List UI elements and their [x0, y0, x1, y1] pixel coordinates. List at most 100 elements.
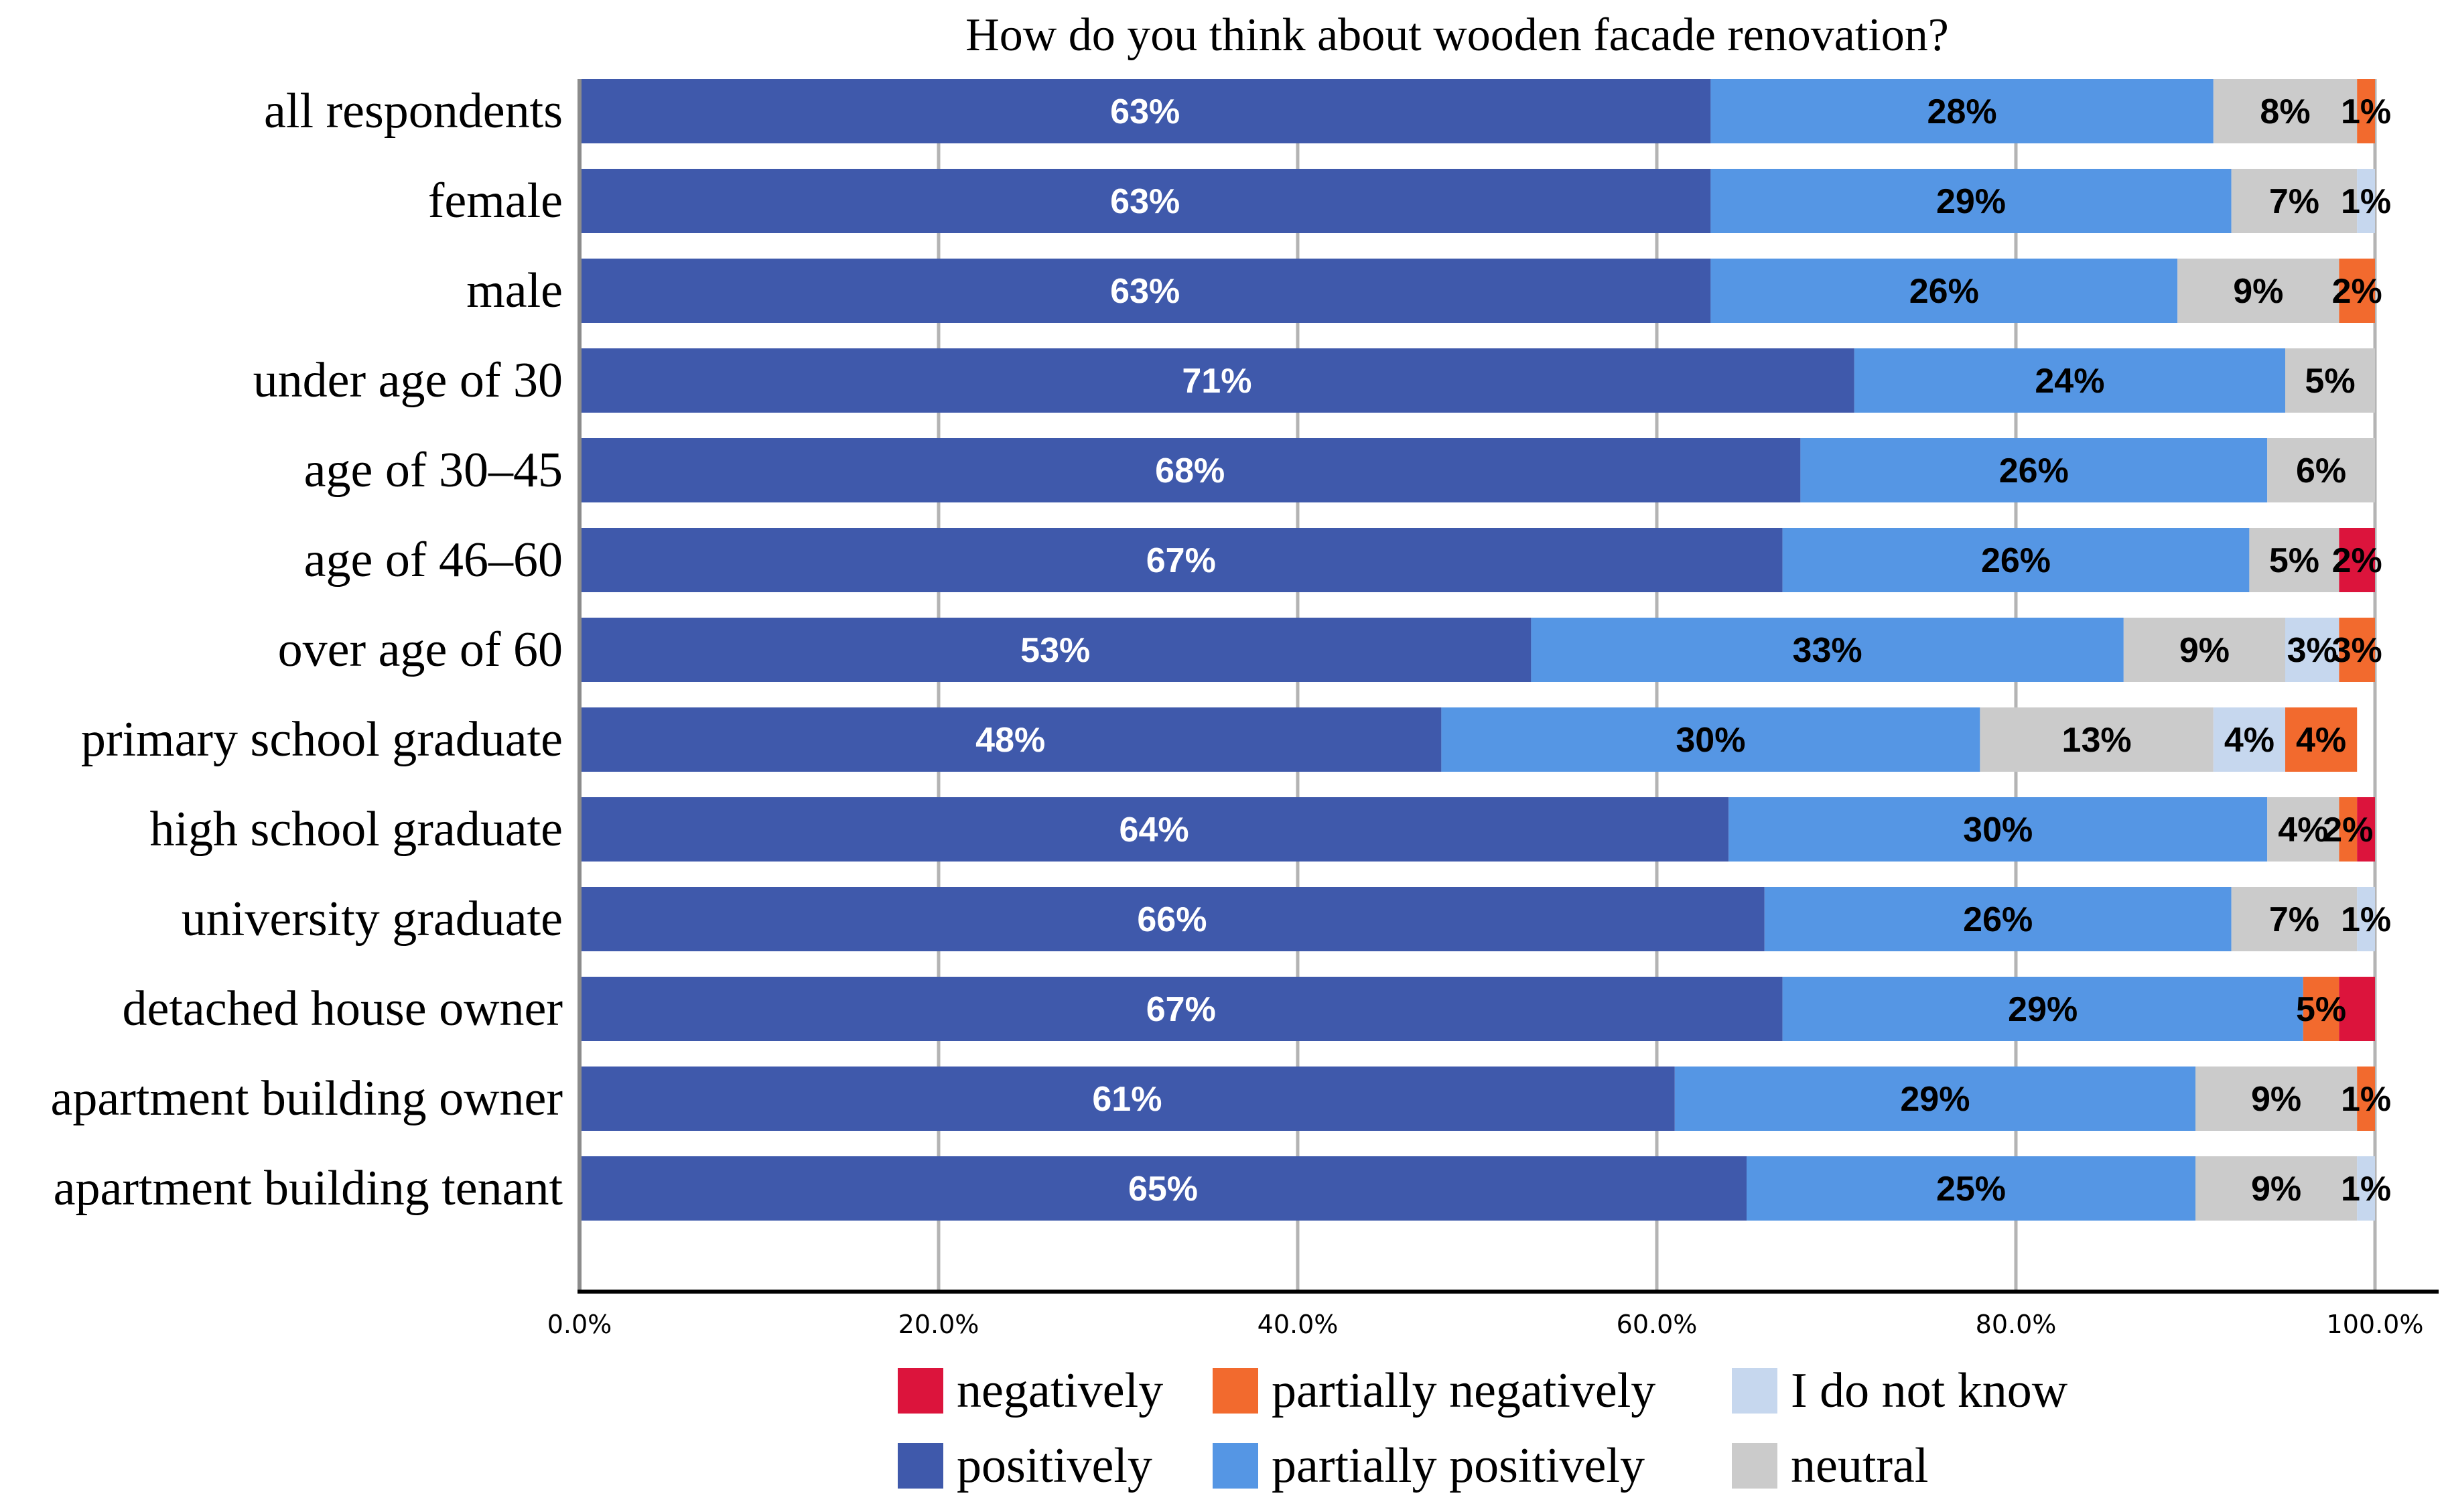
data-label: 66%	[1137, 900, 1207, 939]
data-label: 1%	[2341, 900, 2391, 939]
bar-positively-university-graduate	[580, 887, 1765, 951]
bar-positively-detached-house-owner	[580, 977, 1783, 1041]
category-label-apartment-building-owner: apartment building owner	[51, 1071, 563, 1126]
bar-partially-positively-age-of-30-45	[1800, 438, 2268, 502]
category-label-detached-house-owner: detached house owner	[122, 981, 563, 1036]
data-label: 9%	[2251, 1080, 2301, 1119]
data-label: 28%	[1927, 92, 1997, 131]
data-label: 33%	[1793, 631, 1862, 670]
bar-i-do-not-know-female	[2357, 169, 2375, 233]
data-label: 6%	[2296, 452, 2346, 490]
data-label: 1%	[2341, 1080, 2391, 1119]
legend-swatch-i-do-not-know	[1732, 1368, 1777, 1414]
bar-partially-positively-over-age-of-60	[1531, 618, 2124, 682]
bar-partially-positively-apartment-building-tenant	[1747, 1156, 2195, 1221]
category-label-apartment-building-tenant: apartment building tenant	[54, 1161, 563, 1216]
data-label: 63%	[1110, 272, 1180, 311]
bar-neutral-all-respondents	[2213, 79, 2358, 143]
data-label: 68%	[1155, 452, 1225, 490]
legend-label-neutral: neutral	[1791, 1438, 1928, 1493]
data-label: 4%	[2278, 811, 2328, 849]
data-label: 9%	[2179, 631, 2230, 670]
category-label-under-age-of-30: under age of 30	[253, 353, 563, 408]
bar-partially-negatively-apartment-building-owner	[2357, 1067, 2375, 1131]
category-label-all-respondents: all respondents	[264, 84, 563, 139]
bar-neutral-age-of-30-45	[2267, 438, 2375, 502]
data-label: 1%	[2341, 182, 2391, 221]
data-label: 29%	[1936, 182, 2006, 221]
data-label: 64%	[1119, 811, 1189, 849]
bar-partially-negatively-all-respondents	[2357, 79, 2375, 143]
data-label: 2%	[2332, 272, 2382, 311]
bar-negatively-detached-house-owner	[2339, 977, 2375, 1041]
legend-label-positively: positively	[957, 1438, 1152, 1493]
bar-neutral-apartment-building-owner	[2195, 1067, 2358, 1131]
bar-partially-positively-apartment-building-owner	[1674, 1067, 2195, 1131]
data-label: 7%	[2269, 182, 2319, 221]
bar-partially-positively-university-graduate	[1764, 887, 2232, 951]
data-label: 30%	[1676, 721, 1745, 760]
bar-neutral-university-graduate	[2231, 887, 2358, 951]
data-label: 26%	[1909, 272, 1979, 311]
chart-title: How do you think about wooden facade ren…	[965, 9, 1949, 61]
bar-partially-positively-male	[1710, 259, 2178, 323]
bar-partially-positively-age-of-46-60	[1782, 528, 2250, 592]
bar-neutral-male	[2177, 259, 2339, 323]
bar-positively-male	[580, 259, 1711, 323]
data-label: 29%	[1900, 1080, 1970, 1119]
bar-neutral-apartment-building-tenant	[2195, 1156, 2358, 1221]
bar-positively-all-respondents	[580, 79, 1711, 143]
category-label-age-of-46-60: age of 46–60	[304, 533, 563, 588]
data-label: 2%	[2323, 811, 2373, 849]
data-label: 65%	[1128, 1170, 1198, 1209]
bar-neutral-under-age-of-30	[2285, 348, 2375, 413]
bar-i-do-not-know-university-graduate	[2357, 887, 2375, 951]
data-label: 30%	[1963, 811, 2033, 849]
legend-label-partially-positively: partially positively	[1272, 1438, 1645, 1493]
bar-partially-negatively-over-age-of-60	[2339, 618, 2375, 682]
bar-positively-age-of-30-45	[580, 438, 1801, 502]
data-label: 67%	[1146, 990, 1216, 1029]
bar-partially-positively-primary-school-graduate	[1441, 707, 1980, 772]
data-label: 48%	[975, 721, 1045, 760]
data-label: 2%	[2332, 541, 2382, 580]
data-label: 67%	[1146, 541, 1216, 580]
bars	[580, 79, 2375, 1221]
legend-swatch-positively	[898, 1443, 943, 1489]
bar-partially-positively-detached-house-owner	[1782, 977, 2303, 1041]
category-label-over-age-of-60: over age of 60	[278, 622, 563, 677]
bar-i-do-not-know-primary-school-graduate	[2213, 707, 2285, 772]
data-label: 25%	[1936, 1170, 2006, 1209]
legend-label-i-do-not-know: I do not know	[1791, 1363, 2068, 1418]
data-label: 5%	[2305, 362, 2355, 401]
axes: 0.0% 20.0% 40.0% 60.0% 80.0% 100.0% all respon…	[51, 79, 2439, 1339]
bar-partially-negatively-primary-school-graduate	[2285, 707, 2358, 772]
category-label-primary-school-graduate: primary school graduate	[81, 712, 563, 767]
data-label: 61%	[1092, 1080, 1162, 1119]
data-label: 3%	[2287, 631, 2337, 670]
bar-neutral-age-of-46-60	[2249, 528, 2339, 592]
bar-neutral-high-school-graduate	[2267, 797, 2339, 862]
data-label: 5%	[2269, 541, 2319, 580]
bar-positively-under-age-of-30	[580, 348, 1854, 413]
category-label-female: female	[428, 174, 563, 228]
legend-swatch-partially-negatively	[1213, 1368, 1258, 1414]
legend-swatch-neutral	[1732, 1443, 1777, 1489]
bar-positively-high-school-graduate	[580, 797, 1729, 862]
bar-positively-primary-school-graduate	[580, 707, 1442, 772]
bar-positively-over-age-of-60	[580, 618, 1532, 682]
x-tick-label: 0.0%	[547, 1310, 612, 1339]
data-label: 29%	[2008, 990, 2078, 1029]
bar-partially-negatively-high-school-graduate	[2339, 797, 2358, 862]
data-label: 9%	[2251, 1170, 2301, 1209]
legend-swatch-negatively	[898, 1368, 943, 1414]
data-label: 53%	[1020, 631, 1090, 670]
bar-positively-apartment-building-tenant	[580, 1156, 1747, 1221]
bar-neutral-female	[2231, 169, 2358, 233]
data-label: 4%	[2224, 721, 2275, 760]
legend: negatively partially negatively I do not k…	[898, 1363, 2068, 1493]
bar-neutral-over-age-of-60	[2123, 618, 2285, 682]
data-labels: 63% 28% 8% 1% 63% 29% 7% 1% 63% 26% 9% 2% 71% 24% 5% 68…	[975, 92, 2391, 1209]
bar-partially-positively-all-respondents	[1710, 79, 2214, 143]
